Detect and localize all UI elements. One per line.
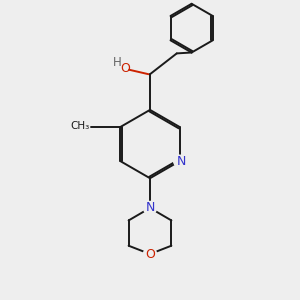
Circle shape bbox=[174, 155, 185, 167]
Text: N: N bbox=[176, 154, 186, 168]
Text: N: N bbox=[145, 202, 155, 214]
Text: H: H bbox=[113, 56, 122, 69]
Text: O: O bbox=[120, 62, 130, 75]
Circle shape bbox=[143, 201, 157, 214]
Text: O: O bbox=[145, 248, 155, 260]
Circle shape bbox=[143, 248, 157, 261]
Text: CH₃: CH₃ bbox=[70, 122, 89, 131]
